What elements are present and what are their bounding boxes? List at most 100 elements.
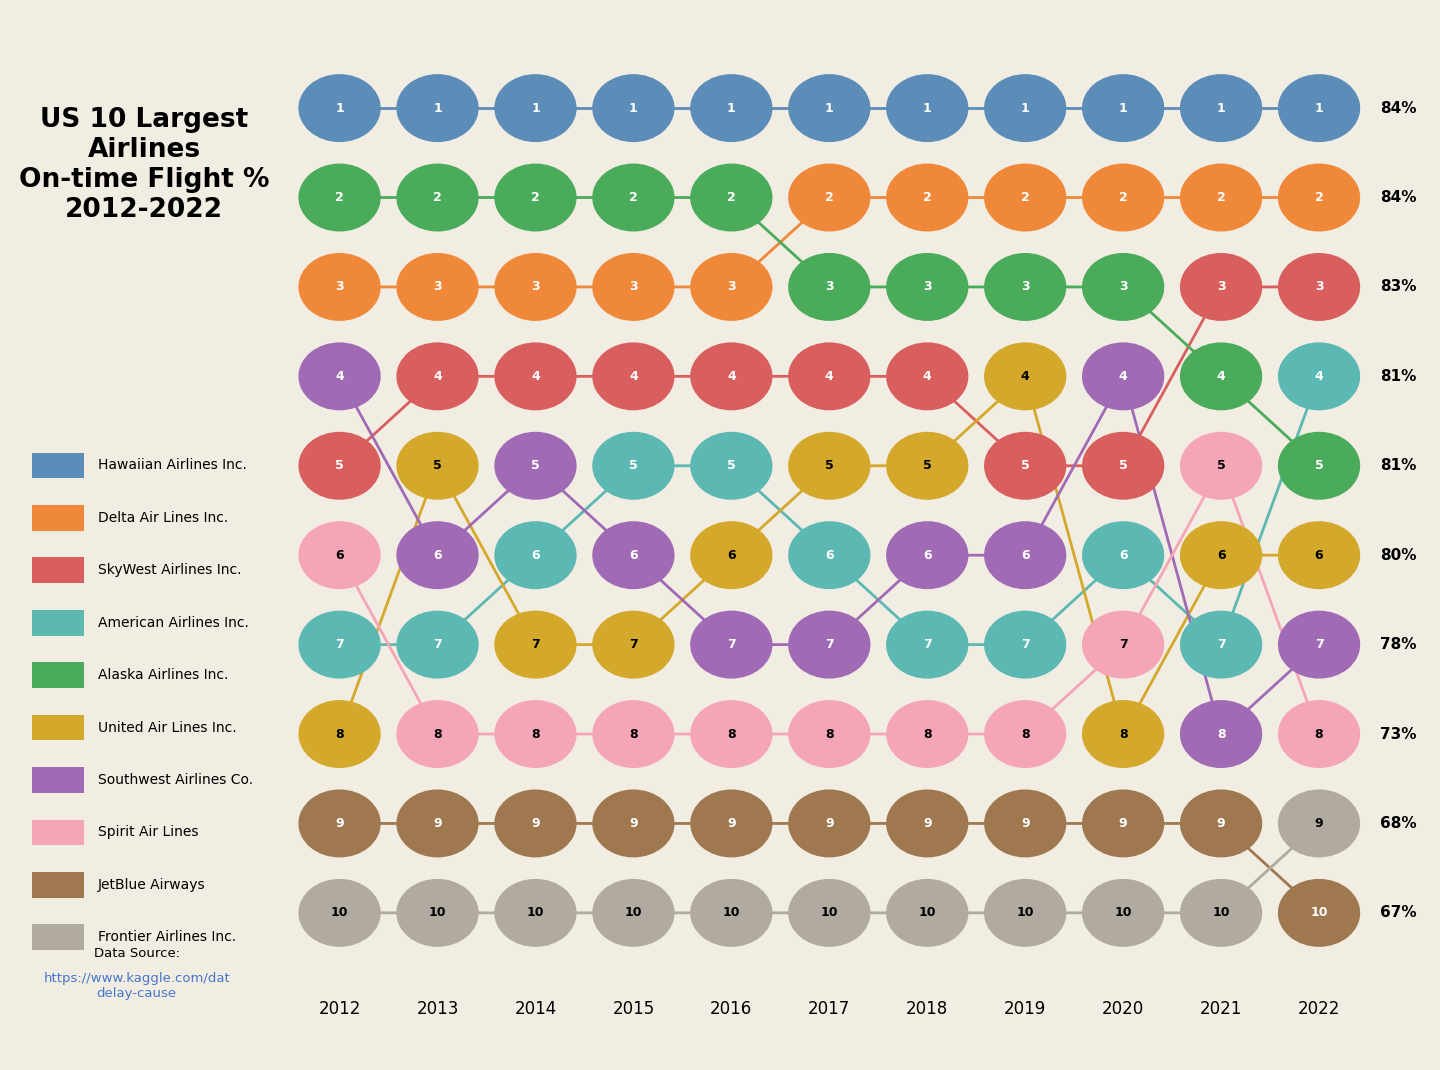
Ellipse shape xyxy=(1179,878,1263,947)
Text: 5: 5 xyxy=(336,459,344,472)
Text: 3: 3 xyxy=(433,280,442,293)
Text: 8: 8 xyxy=(825,728,834,740)
Ellipse shape xyxy=(494,253,576,321)
Text: 8: 8 xyxy=(923,728,932,740)
Ellipse shape xyxy=(1081,700,1165,768)
Text: 1: 1 xyxy=(1119,102,1128,114)
Text: 7: 7 xyxy=(433,638,442,652)
Ellipse shape xyxy=(494,342,576,410)
Ellipse shape xyxy=(788,74,870,142)
Text: 5: 5 xyxy=(1021,459,1030,472)
Ellipse shape xyxy=(592,253,674,321)
Ellipse shape xyxy=(984,521,1067,590)
Ellipse shape xyxy=(298,521,380,590)
Text: Southwest Airlines Co.: Southwest Airlines Co. xyxy=(98,773,253,788)
Text: 3: 3 xyxy=(727,280,736,293)
Text: 6: 6 xyxy=(1315,549,1323,562)
Text: United Air Lines Inc.: United Air Lines Inc. xyxy=(98,720,236,735)
Ellipse shape xyxy=(886,790,968,857)
Text: 10: 10 xyxy=(429,906,446,919)
Ellipse shape xyxy=(690,432,772,500)
Text: 10: 10 xyxy=(723,906,740,919)
Ellipse shape xyxy=(298,253,380,321)
Ellipse shape xyxy=(592,700,674,768)
Ellipse shape xyxy=(690,700,772,768)
Ellipse shape xyxy=(1081,253,1165,321)
Text: 8: 8 xyxy=(629,728,638,740)
Text: 2: 2 xyxy=(1315,192,1323,204)
Ellipse shape xyxy=(1081,611,1165,678)
Text: 5: 5 xyxy=(531,459,540,472)
Ellipse shape xyxy=(592,790,674,857)
Text: 4: 4 xyxy=(629,370,638,383)
Text: 5: 5 xyxy=(1119,459,1128,472)
Text: 5: 5 xyxy=(727,459,736,472)
Text: 4: 4 xyxy=(531,370,540,383)
Ellipse shape xyxy=(1179,521,1263,590)
Text: 3: 3 xyxy=(1217,280,1225,293)
Ellipse shape xyxy=(494,611,576,678)
Text: 10: 10 xyxy=(331,906,348,919)
Text: Delta Air Lines Inc.: Delta Air Lines Inc. xyxy=(98,510,228,525)
Text: 7: 7 xyxy=(825,638,834,652)
Ellipse shape xyxy=(298,342,380,410)
Text: 78%: 78% xyxy=(1380,637,1417,652)
Text: 8: 8 xyxy=(433,728,442,740)
Text: 6: 6 xyxy=(531,549,540,562)
Text: 8: 8 xyxy=(531,728,540,740)
Text: 3: 3 xyxy=(336,280,344,293)
Text: 6: 6 xyxy=(433,549,442,562)
Ellipse shape xyxy=(396,432,478,500)
Ellipse shape xyxy=(984,74,1067,142)
Text: 2: 2 xyxy=(433,192,442,204)
Text: 81%: 81% xyxy=(1380,458,1416,473)
Text: Frontier Airlines Inc.: Frontier Airlines Inc. xyxy=(98,930,236,945)
Ellipse shape xyxy=(396,790,478,857)
Text: 4: 4 xyxy=(1119,370,1128,383)
Ellipse shape xyxy=(592,878,674,947)
Text: 9: 9 xyxy=(1021,817,1030,830)
Text: 6: 6 xyxy=(629,549,638,562)
Ellipse shape xyxy=(592,521,674,590)
Ellipse shape xyxy=(984,253,1067,321)
Ellipse shape xyxy=(1179,164,1263,231)
Text: 6: 6 xyxy=(825,549,834,562)
Ellipse shape xyxy=(1277,74,1361,142)
Ellipse shape xyxy=(494,878,576,947)
Text: 5: 5 xyxy=(923,459,932,472)
Ellipse shape xyxy=(396,253,478,321)
Text: 9: 9 xyxy=(1217,817,1225,830)
Text: American Airlines Inc.: American Airlines Inc. xyxy=(98,615,249,630)
Ellipse shape xyxy=(298,700,380,768)
Ellipse shape xyxy=(396,521,478,590)
Ellipse shape xyxy=(1179,432,1263,500)
Text: 67%: 67% xyxy=(1380,905,1417,920)
Ellipse shape xyxy=(1277,253,1361,321)
Text: 2: 2 xyxy=(1119,192,1128,204)
Ellipse shape xyxy=(690,253,772,321)
Ellipse shape xyxy=(494,700,576,768)
Text: 9: 9 xyxy=(433,817,442,830)
Ellipse shape xyxy=(494,432,576,500)
Text: 10: 10 xyxy=(527,906,544,919)
Text: 5: 5 xyxy=(433,459,442,472)
Ellipse shape xyxy=(984,432,1067,500)
Ellipse shape xyxy=(984,878,1067,947)
Ellipse shape xyxy=(494,790,576,857)
Ellipse shape xyxy=(1081,342,1165,410)
Text: 8: 8 xyxy=(336,728,344,740)
Text: JetBlue Airways: JetBlue Airways xyxy=(98,877,206,892)
Text: 9: 9 xyxy=(1315,817,1323,830)
Ellipse shape xyxy=(788,611,870,678)
Ellipse shape xyxy=(886,74,968,142)
Ellipse shape xyxy=(1179,253,1263,321)
Ellipse shape xyxy=(494,521,576,590)
Ellipse shape xyxy=(1179,611,1263,678)
Text: 2: 2 xyxy=(727,192,736,204)
Ellipse shape xyxy=(886,164,968,231)
Ellipse shape xyxy=(592,611,674,678)
Ellipse shape xyxy=(298,611,380,678)
Ellipse shape xyxy=(1081,521,1165,590)
Text: 5: 5 xyxy=(825,459,834,472)
Text: 1: 1 xyxy=(825,102,834,114)
